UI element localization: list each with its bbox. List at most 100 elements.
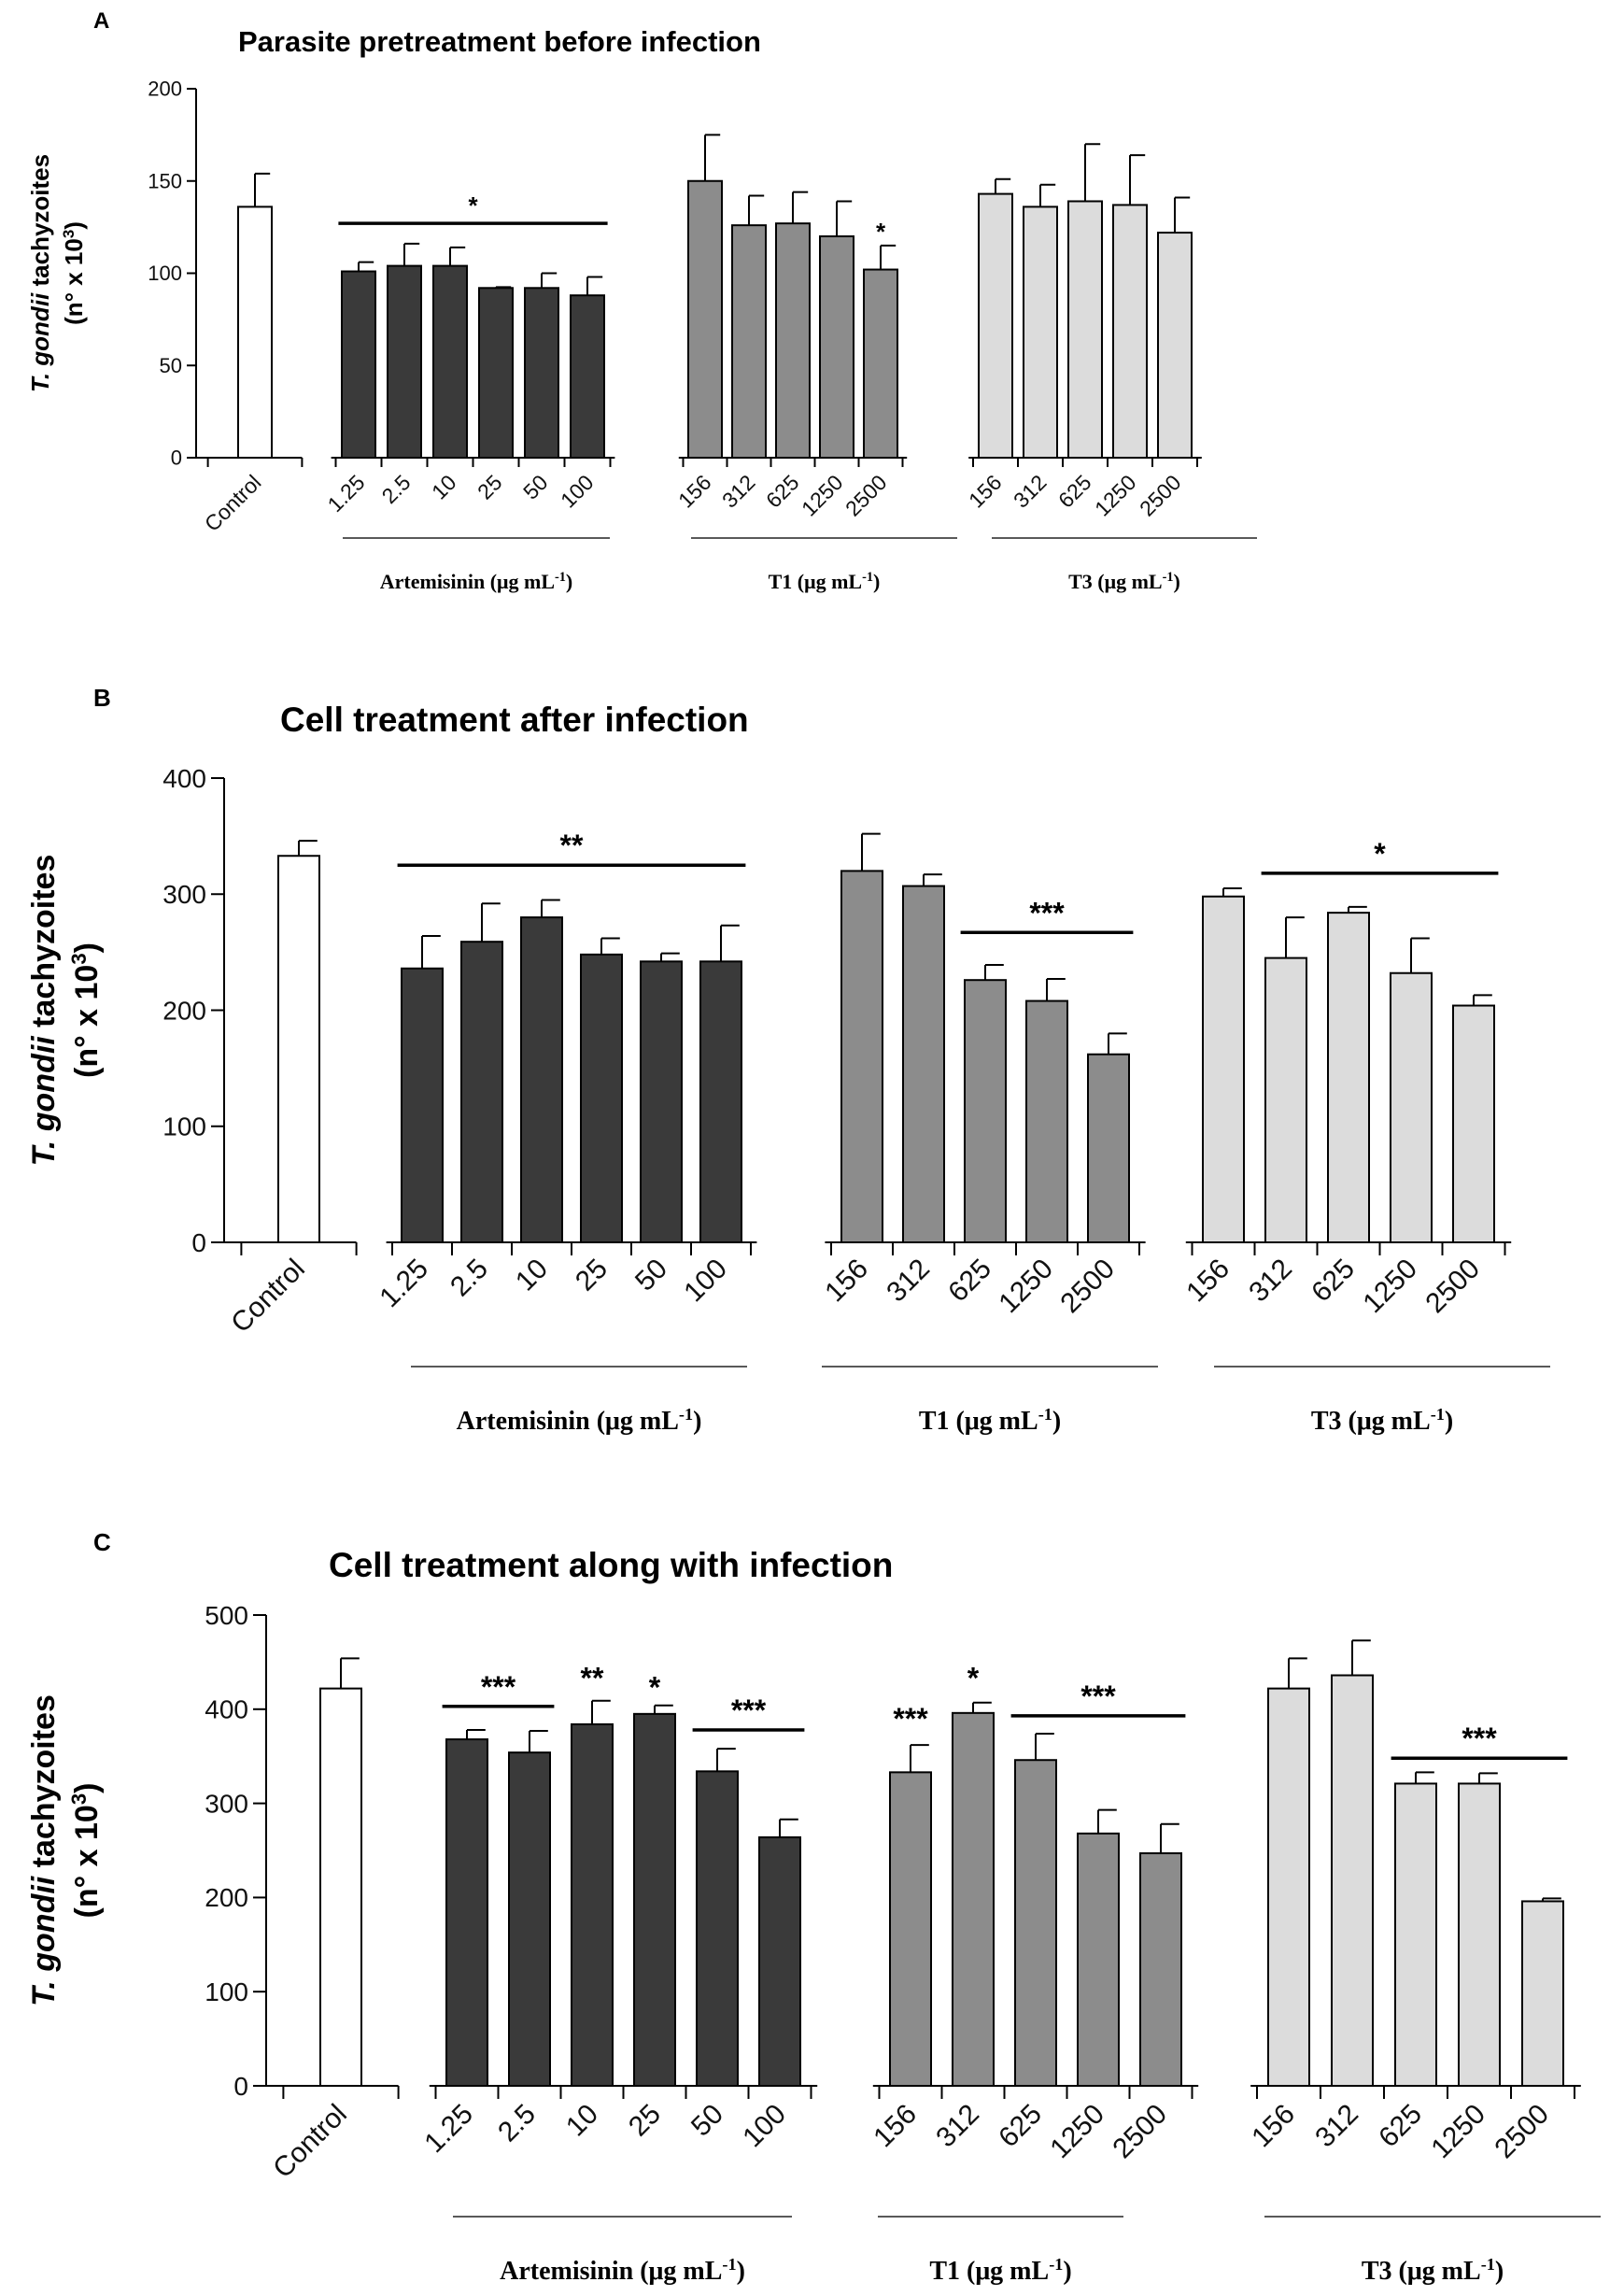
chart-title: Parasite pretreatment before infection — [238, 25, 761, 58]
y-tick-label: 100 — [205, 1977, 248, 2006]
bar — [1014, 1759, 1057, 2088]
y-tick-label: 0 — [233, 2072, 248, 2101]
x-category-label: 312 — [930, 2099, 985, 2154]
group-label-text: Artemisinin (μg mL — [500, 2257, 722, 2286]
y-axis-label-rest: tachyzoites — [26, 154, 54, 287]
x-category-label: 1.25 — [418, 2099, 479, 2160]
significance-marker: *** — [1080, 1679, 1116, 1713]
y-tick-label: 300 — [162, 880, 206, 909]
x-category-label: 1250 — [1044, 2099, 1110, 2165]
x-category-label: 312 — [881, 1254, 936, 1309]
group-label-text: T3 (μg mL — [1362, 2257, 1481, 2286]
bar — [445, 1738, 488, 2088]
y-axis-label: T. gondii tachyzoites — [26, 154, 54, 392]
y-axis-units-close: ) — [60, 221, 88, 230]
y-axis-units-main: (n° x 10 — [60, 238, 88, 325]
bar — [1327, 912, 1370, 1243]
x-category-label: 1.25 — [374, 1254, 434, 1314]
bar — [687, 179, 723, 459]
bar — [840, 870, 883, 1244]
group-label: Artemisinin (μg mL-1) — [500, 2255, 745, 2286]
y-axis-label-units: (n° x 103) — [67, 942, 106, 1078]
group-label-text: Artemisinin (μg mL — [457, 1407, 679, 1436]
group-label-exp: -1 — [1049, 2255, 1063, 2274]
y-tick-label: 400 — [162, 764, 206, 793]
bar — [1458, 1782, 1501, 2087]
bar — [237, 206, 273, 459]
x-category-label: Control — [267, 2099, 353, 2185]
y-tick-label: 200 — [205, 1883, 248, 1912]
y-axis-label-space — [26, 1028, 62, 1036]
bar — [1264, 957, 1307, 1244]
bar — [1390, 971, 1433, 1243]
bar — [699, 960, 742, 1243]
y-tick-label: 100 — [148, 262, 182, 285]
bar — [1067, 200, 1103, 459]
bar — [902, 885, 945, 1243]
bar — [863, 268, 898, 459]
group-label-close: ) — [1495, 2257, 1504, 2286]
y-axis-units-close: ) — [69, 942, 105, 953]
y-axis-label-italic: T. gondii — [26, 1035, 62, 1167]
group-label-close: ) — [1445, 1407, 1453, 1436]
bar — [1202, 895, 1245, 1243]
panel-letter: A — [93, 8, 109, 34]
bar — [1157, 232, 1193, 459]
y-axis-label: T. gondii tachyzoites — [26, 1694, 62, 2006]
bar — [731, 224, 767, 459]
group-label: T3 (μg mL-1) — [1068, 570, 1180, 593]
y-tick-label: 50 — [160, 354, 182, 377]
bar — [341, 270, 376, 459]
group-label-exp: -1 — [555, 570, 566, 585]
group-label-exp: -1 — [679, 1405, 693, 1424]
x-category-label: 2500 — [840, 470, 892, 521]
significance-marker: * — [876, 218, 886, 246]
x-category-label: 1250 — [1357, 1254, 1423, 1320]
group-label-exp: -1 — [1038, 1405, 1052, 1424]
y-axis-label-italic: T. gondii — [26, 1875, 62, 2006]
y-axis-label-units: (n° x 103) — [60, 221, 89, 325]
significance-marker: * — [1374, 837, 1386, 871]
y-axis-units-main: (n° x 10 — [69, 965, 105, 1078]
x-category-label: 625 — [942, 1254, 997, 1309]
x-category-label: 2.5 — [492, 2099, 542, 2148]
significance-marker: *** — [893, 1702, 928, 1736]
group-label-close: ) — [737, 2257, 745, 2286]
significance-marker: *** — [481, 1670, 516, 1704]
x-category-label: 10 — [560, 2099, 604, 2143]
group-label-close: ) — [1174, 570, 1180, 593]
x-category-label: 2500 — [1419, 1254, 1486, 1320]
chart-panel-b: B Cell treatment after infection T. gondii… — [26, 684, 1550, 1436]
y-tick-label: 500 — [205, 1601, 248, 1630]
bar — [964, 979, 1007, 1243]
bar — [1139, 1852, 1182, 2088]
group-label-text: T3 (μg mL — [1311, 1407, 1431, 1436]
significance-marker: *** — [1029, 896, 1065, 929]
significance-marker: * — [967, 1662, 980, 1695]
chart-title: Cell treatment after infection — [280, 701, 749, 739]
bar — [401, 967, 444, 1244]
bar-group-0: Control — [267, 1657, 400, 2185]
group-label-close: ) — [693, 1407, 701, 1436]
bar-group-1: 1.25 2.5 10 25 50 100 Artemisinin (μg mL-1) — [322, 242, 612, 593]
group-label-text: T3 (μg mL — [1068, 570, 1162, 593]
x-category-label: 2500 — [1135, 470, 1186, 521]
bar — [758, 1835, 801, 2087]
y-tick-label: 150 — [148, 169, 182, 192]
group-label-text: Artemisinin (μg mL — [380, 570, 555, 593]
x-category-label: 2.5 — [445, 1254, 494, 1303]
x-category-label: 156 — [819, 1254, 874, 1309]
x-category-label: 625 — [761, 470, 804, 513]
x-category-label: 2500 — [1054, 1254, 1121, 1320]
bar — [775, 222, 811, 459]
significance-marker: * — [468, 191, 478, 220]
y-tick-label: 100 — [162, 1113, 206, 1141]
x-category-label: 312 — [1009, 470, 1052, 513]
group-label-close: ) — [1063, 2257, 1071, 2286]
x-category-label: 625 — [1053, 470, 1096, 513]
bar — [319, 1687, 362, 2088]
y-axis-units-exp: 3 — [67, 953, 91, 964]
y-axis-units-exp: 3 — [67, 1793, 91, 1805]
bar — [478, 287, 514, 459]
